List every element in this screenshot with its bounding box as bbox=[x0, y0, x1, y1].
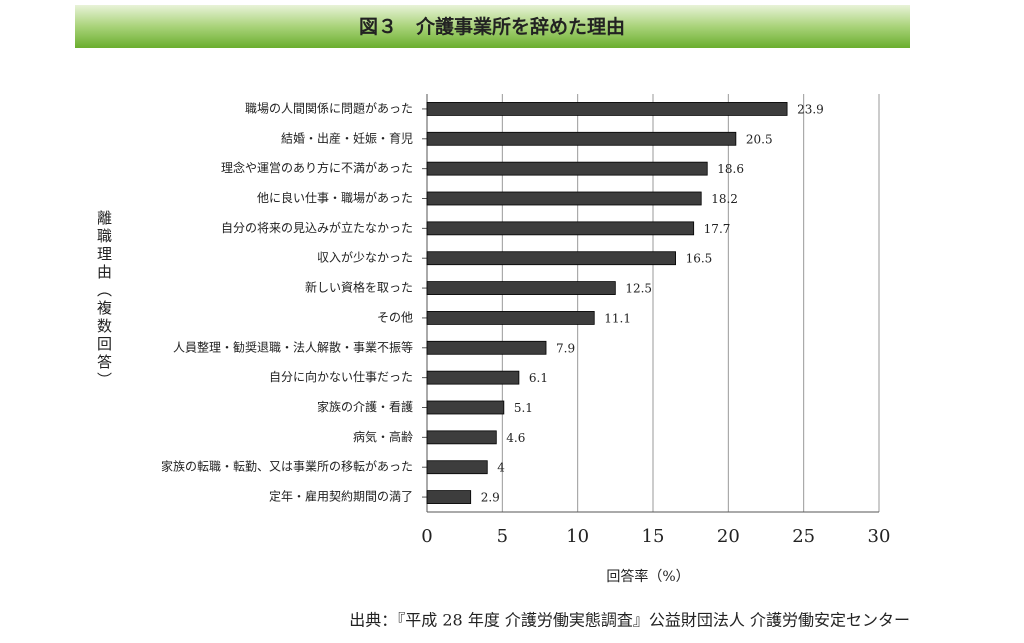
value-label: 5.1 bbox=[514, 401, 533, 415]
y-tick-label: 自分に向かない仕事だった bbox=[269, 369, 413, 384]
x-tick-label: 0 bbox=[421, 526, 432, 547]
value-label: 11.1 bbox=[604, 311, 631, 325]
value-label: 6.1 bbox=[529, 371, 548, 385]
x-tick-label: 10 bbox=[566, 526, 589, 547]
y-tick-label: 結婚・出産・妊娠・育児 bbox=[281, 130, 413, 145]
bar bbox=[426, 161, 708, 176]
bar bbox=[426, 221, 695, 236]
y-tick-label: その他 bbox=[377, 310, 413, 324]
x-tick-label: 5 bbox=[497, 526, 508, 547]
bar bbox=[426, 370, 520, 385]
value-label: 2.9 bbox=[481, 491, 500, 505]
y-tick-label: 家族の転職・転勤、又は事業所の移転があった bbox=[161, 459, 413, 474]
bar bbox=[426, 131, 737, 146]
y-tick-label: 定年・雇用契約期間の満了 bbox=[269, 489, 413, 504]
y-axis-label: 離職理由（複数回答） bbox=[95, 209, 113, 390]
bar bbox=[426, 460, 488, 475]
value-label: 23.9 bbox=[797, 102, 824, 116]
value-label: 16.5 bbox=[686, 252, 713, 266]
x-axis-label: 回答率（%） bbox=[606, 568, 689, 585]
value-label: 4 bbox=[497, 461, 505, 475]
bar bbox=[426, 340, 547, 355]
bar bbox=[426, 490, 472, 504]
x-tick-label: 30 bbox=[868, 526, 891, 547]
value-label: 18.6 bbox=[717, 162, 744, 176]
source-note: 出典：『平成 28 年度 介護労働実態調査』公益財団法人 介護労働安定センター bbox=[349, 611, 910, 630]
bar bbox=[426, 102, 788, 116]
value-label: 12.5 bbox=[625, 282, 652, 296]
y-tick-label: 理念や運営のあり方に不満があった bbox=[221, 160, 413, 175]
value-label: 18.2 bbox=[711, 192, 738, 206]
y-tick-label: 家族の介護・看護 bbox=[317, 399, 413, 414]
y-tick-label: 病気・高齢 bbox=[353, 429, 413, 444]
chart-title: 図３ 介護事業所を辞めた理由 bbox=[359, 15, 625, 38]
bar bbox=[426, 430, 497, 445]
x-tick-label: 15 bbox=[642, 526, 665, 547]
bar bbox=[426, 400, 505, 415]
bar bbox=[426, 311, 595, 325]
title-banner bbox=[75, 5, 910, 48]
y-tick-label: 職場の人間関係に問題があった bbox=[245, 100, 413, 115]
value-label: 4.6 bbox=[506, 431, 525, 445]
bar bbox=[426, 191, 702, 206]
y-tick-label: 収入が少なかった bbox=[317, 250, 413, 265]
x-tick-label: 20 bbox=[717, 526, 740, 547]
value-label: 20.5 bbox=[746, 132, 773, 146]
y-tick-label: 人員整理・勧奨退職・法人解散・事業不振等 bbox=[173, 339, 413, 354]
x-tick-label: 25 bbox=[792, 526, 815, 547]
bar bbox=[426, 251, 677, 266]
y-tick-label: 他に良い仕事・職場があった bbox=[257, 190, 413, 205]
value-label: 7.9 bbox=[556, 341, 575, 355]
y-tick-label: 新しい資格を取った bbox=[305, 280, 413, 295]
y-tick-label: 自分の将来の見込みが立たなかった bbox=[221, 220, 413, 235]
value-label: 17.7 bbox=[704, 222, 731, 236]
bar bbox=[426, 281, 616, 295]
